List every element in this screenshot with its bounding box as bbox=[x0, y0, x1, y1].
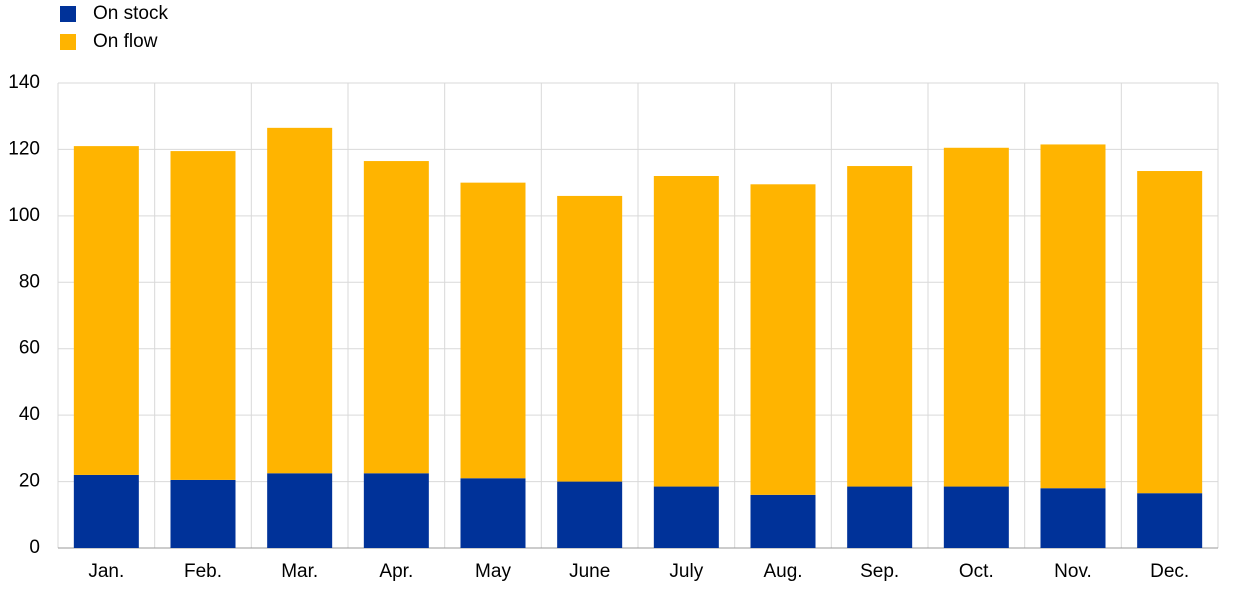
bar-segment bbox=[557, 195, 623, 482]
bar-segment bbox=[1040, 144, 1106, 489]
x-tick-label: Mar. bbox=[281, 561, 318, 582]
y-tick-label: 140 bbox=[8, 72, 40, 93]
bar-segment bbox=[847, 486, 913, 548]
bar-segment bbox=[750, 494, 816, 548]
x-tick-label: Dec. bbox=[1150, 561, 1189, 582]
x-tick-label: Oct. bbox=[959, 561, 994, 582]
legend-label: On stock bbox=[93, 3, 168, 24]
bar-segment bbox=[1137, 171, 1203, 494]
y-tick-label: 80 bbox=[19, 271, 40, 292]
y-tick-label: 0 bbox=[29, 537, 40, 558]
x-tick-label: May bbox=[475, 561, 511, 582]
bar-segment bbox=[750, 184, 816, 495]
bar-segment bbox=[943, 486, 1009, 548]
x-tick-label: Feb. bbox=[184, 561, 222, 582]
bar-segment bbox=[1040, 488, 1106, 548]
y-tick-label: 20 bbox=[19, 471, 40, 492]
bar-segment bbox=[460, 182, 526, 479]
bar-segment bbox=[363, 161, 429, 474]
bar-segment bbox=[267, 473, 333, 548]
bar-segment bbox=[460, 478, 526, 548]
bar-segment bbox=[557, 481, 623, 548]
bar-segment bbox=[73, 474, 139, 548]
x-tick-label: June bbox=[569, 561, 610, 582]
bar-segment bbox=[170, 479, 236, 548]
x-tick-label: Aug. bbox=[763, 561, 802, 582]
y-tick-label: 100 bbox=[8, 205, 40, 226]
x-tick-label: Jan. bbox=[88, 561, 124, 582]
bar-segment bbox=[170, 151, 236, 480]
y-tick-label: 40 bbox=[19, 404, 40, 425]
bar-segment bbox=[943, 147, 1009, 487]
bar-segment bbox=[653, 486, 719, 548]
x-tick-label: July bbox=[669, 561, 703, 582]
x-tick-label: Apr. bbox=[379, 561, 413, 582]
bar-segment bbox=[73, 146, 139, 475]
bar-segment bbox=[1137, 493, 1203, 548]
legend-swatch bbox=[60, 34, 76, 50]
x-tick-label: Nov. bbox=[1054, 561, 1092, 582]
legend-swatch bbox=[60, 6, 76, 22]
bar-segment bbox=[363, 473, 429, 548]
y-tick-label: 120 bbox=[8, 138, 40, 159]
bar-segment bbox=[267, 127, 333, 474]
legend-label: On flow bbox=[93, 31, 158, 52]
x-tick-label: Sep. bbox=[860, 561, 899, 582]
bar-segment bbox=[653, 176, 719, 487]
bar-segment bbox=[847, 166, 913, 487]
y-tick-label: 60 bbox=[19, 338, 40, 359]
